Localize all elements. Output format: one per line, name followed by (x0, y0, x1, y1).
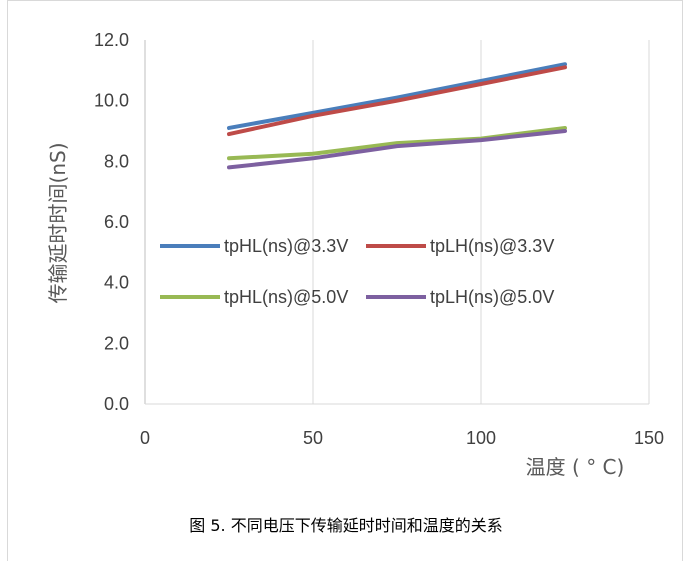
x-tick-label: 0 (140, 428, 150, 448)
y-axis-title: 传输延时时间(nS) (46, 143, 70, 304)
line-chart: 0.0 2.0 4.0 6.0 8.0 10.0 12.0 0 50 100 150 tpHL(n… (46, 30, 664, 479)
legend-label-1: tpHL(ns)@3.3V (224, 236, 348, 256)
series-lines (227, 62, 567, 170)
y-tick-labels: 0.0 2.0 4.0 6.0 8.0 10.0 12.0 (94, 30, 129, 414)
figure-caption: 图 5. 不同电压下传输延时时间和温度的关系 (189, 516, 503, 535)
x-tick-labels: 0 50 100 150 (140, 428, 664, 448)
x-axis-title: 温度 ( ° C) (526, 455, 625, 479)
x-tick-label: 100 (466, 428, 496, 448)
legend-label-2: tpLH(ns)@3.3V (430, 236, 554, 256)
y-tick-label: 8.0 (104, 151, 129, 171)
y-tick-label: 2.0 (104, 333, 129, 353)
y-tick-label: 6.0 (104, 212, 129, 232)
grid-lines (144, 40, 650, 405)
x-tick-label: 50 (303, 428, 323, 448)
y-tick-label: 10.0 (94, 91, 129, 111)
y-tick-label: 4.0 (104, 273, 129, 293)
legend: tpHL(ns)@3.3V tpLH(ns)@3.3V tpHL(ns)@5.0V t… (160, 236, 554, 307)
legend-label-3: tpHL(ns)@5.0V (224, 287, 348, 307)
series-line-1 (227, 62, 567, 130)
series-line-2 (227, 65, 567, 137)
chart-frame (7, 0, 683, 561)
series-line-4 (227, 129, 567, 170)
y-tick-label: 12.0 (94, 30, 129, 50)
x-tick-label: 150 (634, 428, 664, 448)
series-line-3 (227, 125, 567, 161)
y-tick-label: 0.0 (104, 394, 129, 414)
legend-label-4: tpLH(ns)@5.0V (430, 287, 554, 307)
